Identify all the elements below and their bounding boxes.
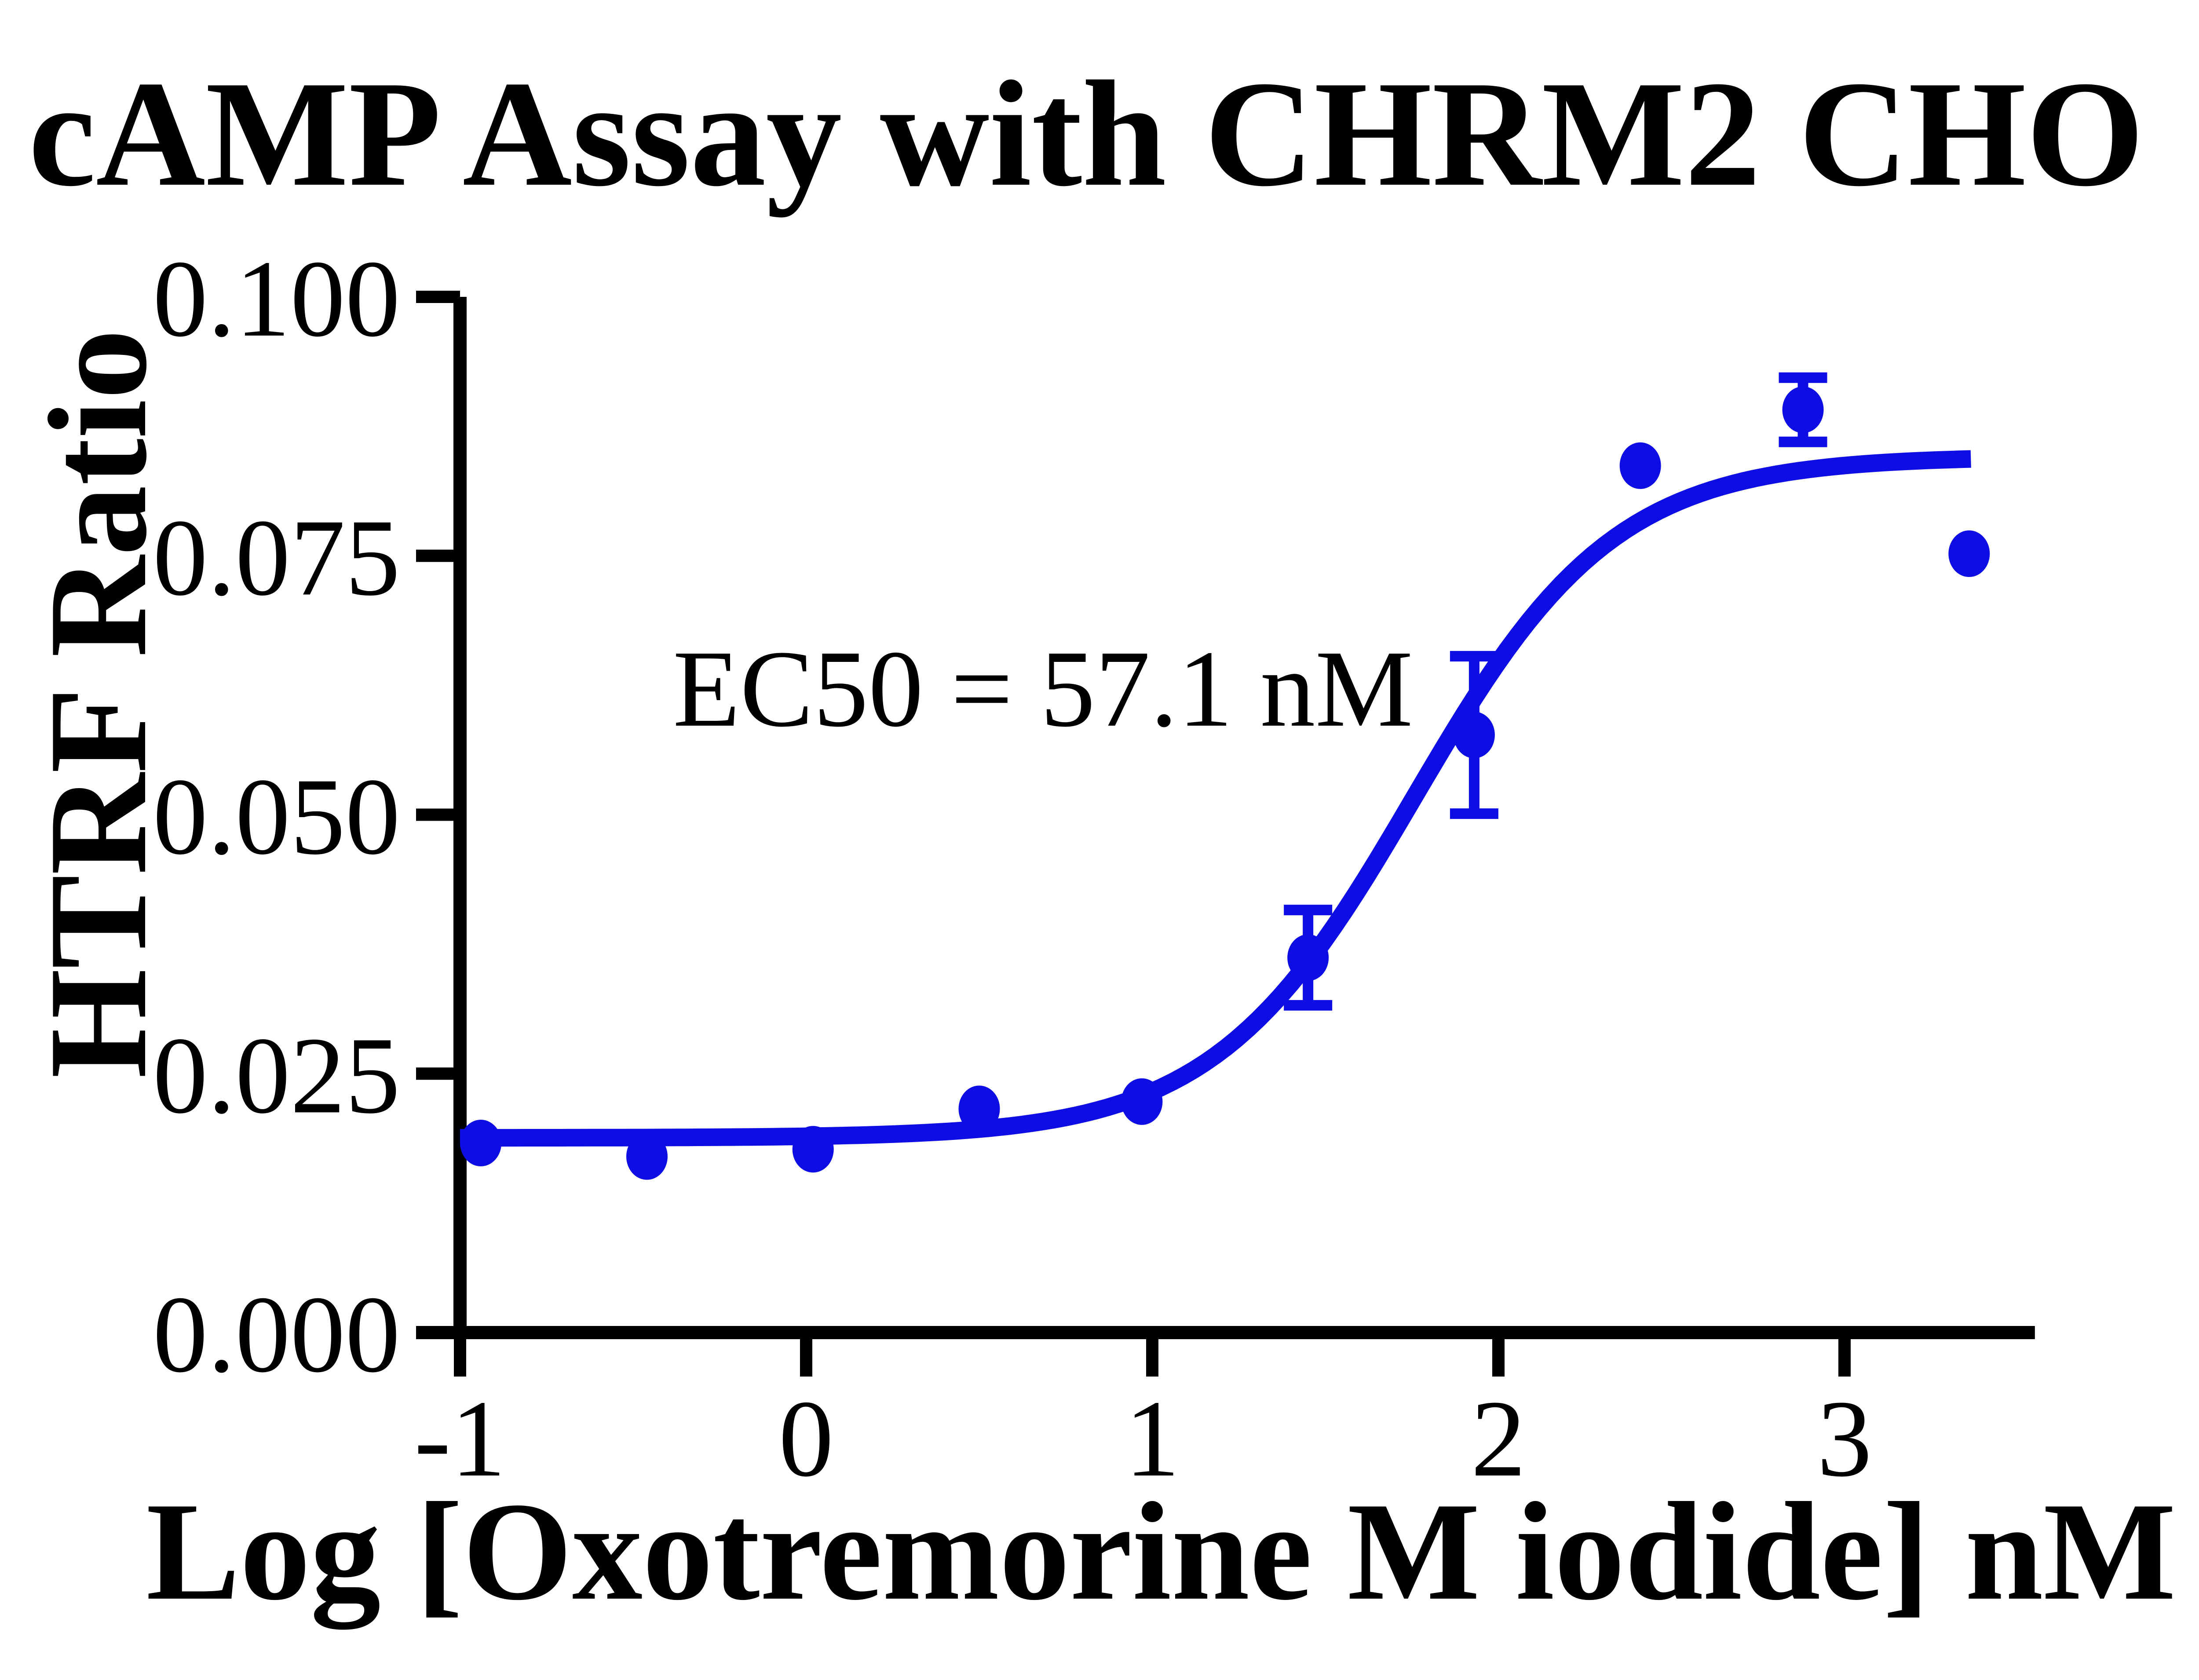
x-tick-label: 1 — [1125, 1378, 1180, 1500]
fit-curve — [460, 450, 1971, 1147]
data-point-marker — [1453, 712, 1495, 759]
data-point-marker — [1948, 530, 1990, 577]
data-point-marker — [1782, 386, 1824, 433]
y-tick-label: 0.000 — [153, 1274, 401, 1395]
data-point-marker — [460, 1120, 502, 1167]
data-point-marker — [1121, 1078, 1163, 1125]
data-series — [460, 372, 1990, 1180]
data-point-marker — [626, 1133, 668, 1180]
data-point — [1779, 372, 1827, 447]
axes — [416, 291, 2035, 1377]
data-point — [1450, 651, 1498, 819]
data-point — [1121, 1078, 1163, 1125]
data-point — [1619, 442, 1661, 489]
y-tick-label: 0.025 — [153, 1015, 401, 1136]
data-point — [1284, 905, 1333, 1011]
data-point-marker — [792, 1126, 834, 1173]
data-point — [1948, 530, 1990, 577]
x-tick-label: 2 — [1471, 1378, 1526, 1500]
y-axis-label: HTRF Ratio — [20, 329, 176, 1078]
x-tick-label: -1 — [414, 1378, 506, 1500]
data-point — [626, 1133, 668, 1180]
chart-title: HTRF cAMP Assay with CHRM2 CHO（C3） — [0, 50, 2199, 218]
y-tick-label: 0.075 — [153, 497, 401, 619]
data-point — [460, 1120, 502, 1167]
x-axis-label: Log [Oxotremorine M iodide] nM — [146, 1474, 2176, 1632]
data-point — [792, 1126, 834, 1173]
y-tick-label: 0.050 — [153, 756, 401, 878]
x-tick-label: 0 — [779, 1378, 834, 1500]
data-point — [958, 1085, 1000, 1132]
ec50-annotation: EC50 = 57.1 nM — [673, 628, 1413, 750]
data-point-marker — [1287, 934, 1329, 981]
data-point-marker — [1619, 442, 1661, 489]
y-tick-label: 0.100 — [153, 238, 401, 360]
x-tick-label: 3 — [1817, 1378, 1872, 1500]
data-point-marker — [958, 1085, 1000, 1132]
tick-labels: 0.000 0.025 0.050 0.075 0.100 -1 0 1 2 3 — [153, 238, 1872, 1500]
